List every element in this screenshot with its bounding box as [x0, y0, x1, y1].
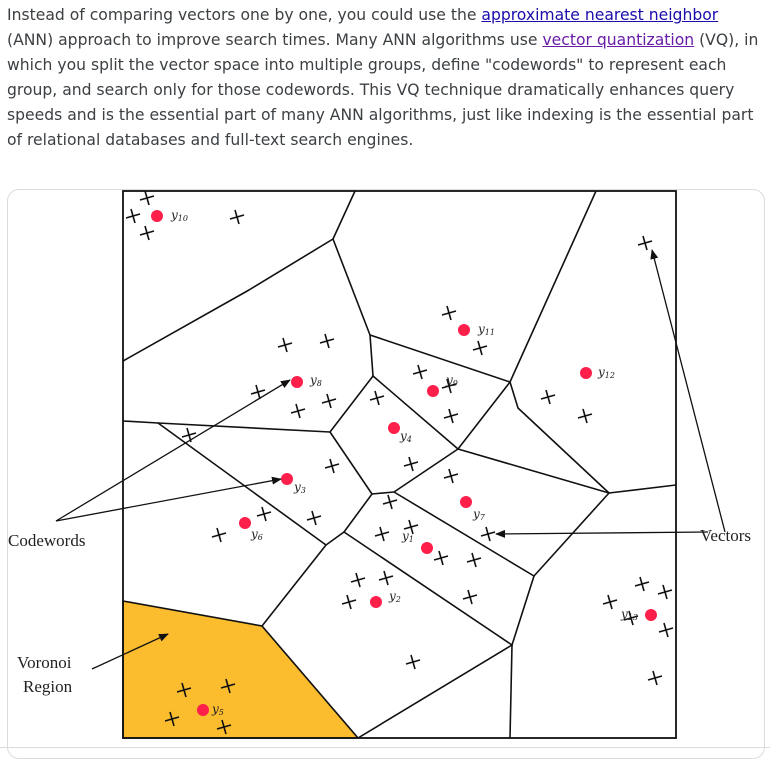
codeword-dot-y13: [645, 609, 657, 621]
paragraph-text-1: Instead of comparing vectors one by one,…: [7, 6, 482, 24]
codeword-dot-y2: [370, 596, 382, 608]
codeword-dot-y6: [239, 517, 251, 529]
codeword-label-y4: y4: [399, 429, 412, 444]
codeword-label-y13: y13: [620, 607, 638, 622]
codeword-dot-y8: [291, 376, 303, 388]
vector-quantization-link[interactable]: vector quantization: [542, 31, 695, 49]
codewords-label: Codewords: [8, 531, 85, 550]
codeword-dot-y9: [427, 385, 439, 397]
diagram-frame: [122, 190, 677, 739]
codeword-dot-y7: [460, 496, 472, 508]
vectors-label: Vectors: [700, 526, 751, 545]
codeword-dot-y10: [151, 210, 163, 222]
description-paragraph: Instead of comparing vectors one by one,…: [7, 3, 767, 153]
codeword-label-y7: y7: [472, 507, 486, 522]
voronoi-edges: [123, 191, 676, 738]
annotation-arrows: [55, 249, 726, 670]
voronoi-region-highlight: [122, 600, 360, 739]
bottom-divider: [0, 747, 770, 748]
codeword-dots: [151, 210, 657, 716]
codeword-dot-y12: [580, 367, 592, 379]
codeword-label-y11: y11: [477, 322, 495, 337]
codeword-label-y8: y8: [309, 373, 322, 388]
paragraph-text-2: (ANN) approach to improve search times. …: [7, 31, 543, 49]
codeword-label-y1: y1: [401, 529, 414, 544]
codeword-label-y3: y3: [293, 480, 306, 495]
codeword-dot-y3: [281, 473, 293, 485]
codeword-dot-y11: [458, 324, 470, 336]
codeword-label-y5: y5: [211, 702, 224, 717]
codeword-dot-y1: [421, 542, 433, 554]
ann-link[interactable]: approximate nearest neighbor: [481, 6, 719, 24]
voronoi-label: Voronoi: [17, 653, 72, 672]
codeword-label-y10: y10: [170, 208, 188, 223]
codeword-dot-y4: [388, 422, 400, 434]
codeword-label-y2: y2: [388, 589, 401, 604]
region-label: Region: [23, 677, 73, 696]
paragraph-text-3: (VQ), in which you split the vector spac…: [7, 31, 759, 149]
codeword-dot-y5: [197, 704, 209, 716]
codeword-label-y12: y12: [597, 365, 615, 380]
codeword-label-y6: y6: [250, 527, 263, 542]
codeword-label-y9: y9: [445, 373, 458, 388]
